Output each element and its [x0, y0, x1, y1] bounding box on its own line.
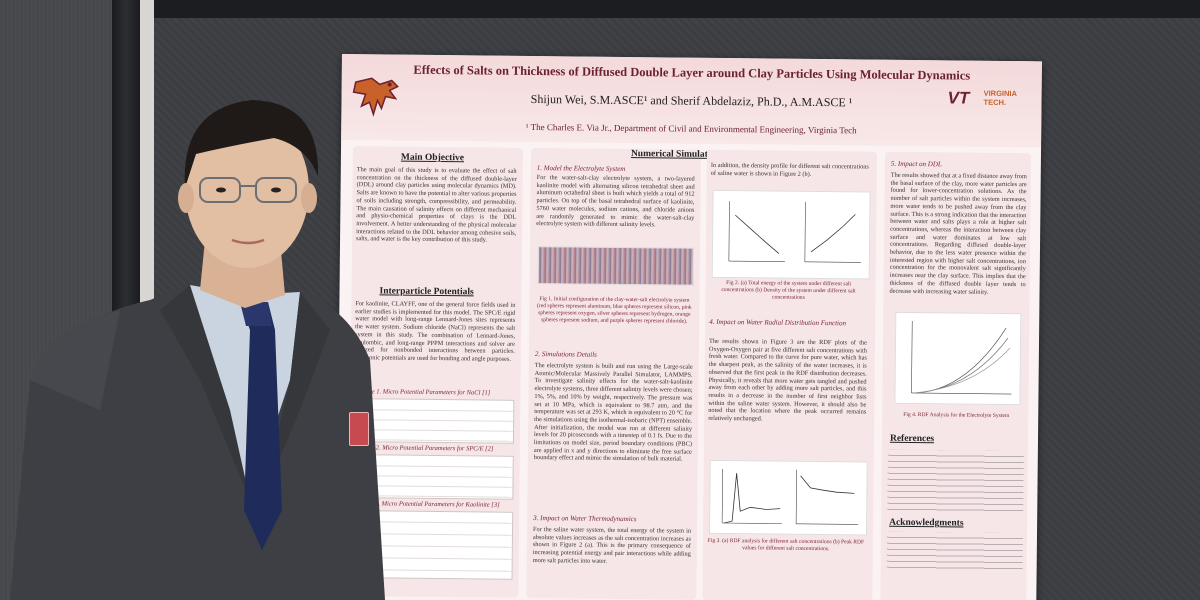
- vt-wordmark-line-1: VIRGINIA: [983, 88, 1018, 99]
- figure-2-caption: Fig 2. (a) Total energy of the system un…: [721, 280, 856, 301]
- vt-wordmark: VIRGINIA TECH.: [983, 89, 1017, 107]
- presenter-person: [10, 100, 385, 600]
- name-badge: [349, 412, 369, 446]
- subsection-thermodynamics: 3. Impact on Water Thermodynamics: [533, 514, 637, 524]
- board-top-frame: [154, 0, 1200, 18]
- acknowledgments-text: [886, 531, 1024, 574]
- references-title: References: [889, 433, 935, 445]
- simulation-details-text: The electrolyte system is built and run …: [533, 362, 693, 464]
- subsection-simulation-details: 2. Simulations Details: [534, 350, 597, 359]
- figure-3-rdf: [708, 459, 868, 536]
- ddl-text: The results showed that at a fixed dista…: [889, 171, 1027, 296]
- figure-1-molecular-model: [537, 246, 694, 286]
- figure-1-caption: Fig 1. Initial configuration of the clay…: [536, 296, 692, 325]
- subsection-electrolyte: 1. Model the Electrolyte System: [536, 164, 626, 173]
- rdf-text: The results shown in Figure 3 are the RD…: [708, 337, 868, 423]
- virginia-tech-logo: VT VIRGINIA TECH.: [947, 88, 1031, 113]
- electrolyte-text: For the water-salt-clay electrolyte syst…: [536, 174, 695, 229]
- research-poster: Effects of Salts on Thickness of Diffuse…: [336, 54, 1042, 600]
- figure-4-caption: Fig 4. RDF Analysis for the Electrolyte …: [903, 411, 1010, 420]
- subsection-ddl: 5. Impact on DDL: [890, 159, 942, 169]
- references-list: [887, 449, 1024, 514]
- density-intro-text: In addition, the density profile for dif…: [710, 161, 869, 178]
- vt-wordmark-line-2: TECH.: [983, 97, 1007, 107]
- vt-mark: VT: [947, 88, 970, 108]
- hokie-bird-logo: [352, 77, 399, 117]
- subsection-rdf: 4. Impact on Water Radial Distribution F…: [709, 317, 847, 328]
- thermodynamics-text: For the saline water system, the total e…: [532, 526, 692, 565]
- figure-3-caption: Fig 3. (a) RDF analysis for different sa…: [707, 537, 865, 553]
- acknowledgments-title: Acknowledgments: [889, 517, 964, 529]
- figure-2-energy-density: [711, 189, 871, 280]
- figure-4-rdf-electrolyte: [894, 311, 1022, 406]
